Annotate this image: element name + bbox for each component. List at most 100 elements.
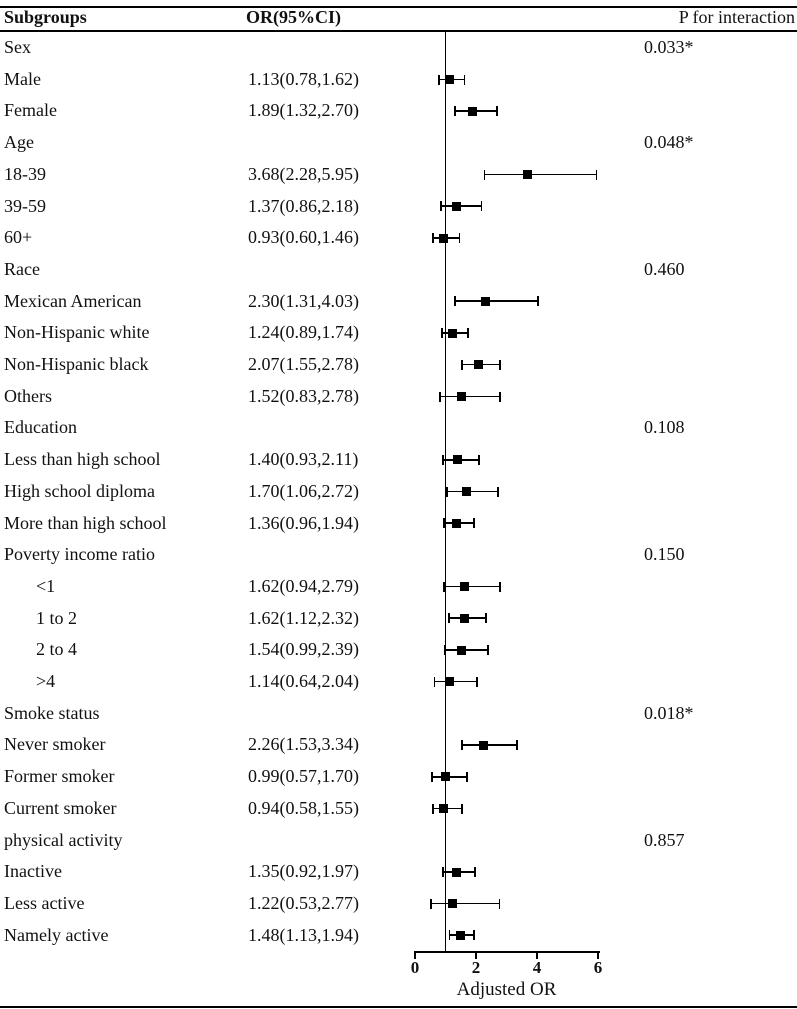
ci-cap [461, 803, 464, 814]
or-point-marker [455, 930, 465, 940]
x-axis-label: Adjusted OR [456, 979, 557, 1000]
or-point-marker [462, 487, 472, 497]
or-point-marker [522, 170, 532, 180]
ci-cap [465, 771, 468, 782]
group-row: Age 0.048* [0, 127, 797, 159]
subgroup-row: >4 1.14(0.64,2.04) [0, 666, 797, 698]
ci-cap [537, 296, 539, 307]
ci-bar [447, 490, 498, 493]
p-interaction-value: 0.018* [644, 702, 694, 723]
group-row: Education 0.108 [0, 412, 797, 444]
or-ci-value: 1.13(0.78,1.62) [248, 68, 359, 89]
row-label: Smoke status [4, 702, 100, 723]
ci-cap [473, 930, 476, 941]
x-axis-tick-label: 2 [471, 958, 481, 977]
ci-cap [431, 771, 434, 782]
or-ci-value: 1.40(0.93,2.11) [248, 449, 359, 470]
ci-cap [442, 581, 445, 592]
subgroups-column-header: Subgroups [4, 7, 87, 27]
or-ci-value: 1.22(0.53,2.77) [248, 892, 359, 913]
ci-cap [448, 613, 451, 624]
or-ci-value: 1.37(0.86,2.18) [248, 195, 359, 216]
or-ci-value: 0.93(0.60,1.46) [248, 227, 359, 248]
or-ci-value: 2.07(1.55,2.78) [248, 354, 359, 374]
ci-cap [458, 233, 461, 244]
ci-cap [446, 486, 449, 497]
ci-cap [441, 328, 444, 339]
ci-cap [498, 898, 501, 909]
row-label: More than high school [4, 512, 167, 533]
or-point-marker [448, 328, 458, 338]
ci-bar [443, 585, 501, 588]
subgroup-row: 2 to 4 1.54(0.99,2.39) [0, 634, 797, 666]
p-interaction-value: 0.048* [644, 132, 694, 153]
or-point-marker [444, 75, 454, 85]
x-axis-tick-label: 0 [410, 958, 420, 977]
row-label: Current smoker [4, 797, 117, 818]
row-label: Never smoker [4, 734, 106, 755]
group-row: Poverty income ratio 0.150 [0, 539, 797, 571]
ci-cap [486, 645, 489, 656]
or-point-marker [452, 201, 462, 211]
ci-cap [430, 898, 433, 909]
p-interaction-value: 0.150 [644, 544, 685, 565]
row-label: Poverty income ratio [4, 544, 155, 565]
ci-bar [445, 649, 488, 651]
ci-cap [480, 201, 483, 212]
subgroup-row: High school diploma 1.70(1.06,2.72) [0, 476, 797, 508]
ci-cap [439, 391, 442, 402]
or-ci-value: 1.54(0.99,2.39) [248, 639, 359, 660]
subgroup-row: Current smoker 0.94(0.58,1.55) [0, 793, 797, 825]
or-point-marker [447, 899, 457, 909]
x-axis-tick [536, 951, 538, 959]
or-point-marker [445, 677, 455, 687]
row-label: Mexican American [4, 290, 142, 311]
subgroup-row: Non-Hispanic white 1.24(0.89,1.74) [0, 317, 797, 349]
reference-line-or1 [444, 32, 447, 951]
ci-cap [461, 359, 464, 370]
p-interaction-value: 0.460 [644, 258, 685, 279]
or-point-marker [457, 645, 467, 655]
ci-cap [473, 518, 476, 529]
ci-cap [433, 676, 436, 687]
or-point-marker [480, 296, 490, 306]
subgroup-row: Never smoker 2.26(1.53,3.34) [0, 729, 797, 761]
ci-cap [467, 328, 469, 339]
or-point-marker [451, 867, 461, 877]
row-label: Less than high school [4, 449, 161, 470]
ci-cap [442, 867, 444, 878]
subgroup-row: Male 1.13(0.78,1.62) [0, 64, 797, 96]
bottom-border-line [0, 1006, 797, 1008]
or-ci-value: 1.48(1.13,1.94) [248, 924, 359, 945]
ci-bar [461, 744, 517, 746]
ci-bar [454, 300, 538, 303]
subgroup-row: Inactive 1.35(0.92,1.97) [0, 856, 797, 888]
ci-cap [499, 581, 501, 592]
or-ci-value: 1.35(0.92,1.97) [248, 861, 359, 882]
or-ci-value: 2.26(1.53,3.34) [248, 734, 359, 755]
row-label: physical activity [4, 829, 123, 850]
group-row: Race 0.460 [0, 254, 797, 286]
x-axis-tick [414, 951, 416, 959]
ci-cap [483, 169, 486, 180]
p-interaction-value: 0.108 [644, 417, 685, 438]
ci-cap [497, 486, 499, 497]
or-point-marker [438, 233, 448, 243]
subgroup-row: 60+ 0.93(0.60,1.46) [0, 222, 797, 254]
or-point-marker [468, 106, 478, 116]
or-point-marker [479, 740, 489, 750]
subgroup-row: Female 1.89(1.32,2.70) [0, 95, 797, 127]
top-border-line [0, 6, 797, 8]
row-label: Inactive [4, 861, 62, 882]
or-ci-value: 3.68(2.28,5.95) [248, 163, 359, 184]
row-label: Former smoker [4, 766, 115, 787]
or-point-marker [456, 392, 466, 402]
row-label: 39-59 [4, 195, 46, 216]
ci-cap [460, 740, 463, 751]
ci-bar [431, 902, 500, 905]
ci-cap [498, 359, 501, 370]
subgroup-row: <1 1.62(0.94,2.79) [0, 571, 797, 603]
subgroup-row: Less than high school 1.40(0.93,2.11) [0, 444, 797, 476]
row-label: 18-39 [4, 163, 46, 184]
